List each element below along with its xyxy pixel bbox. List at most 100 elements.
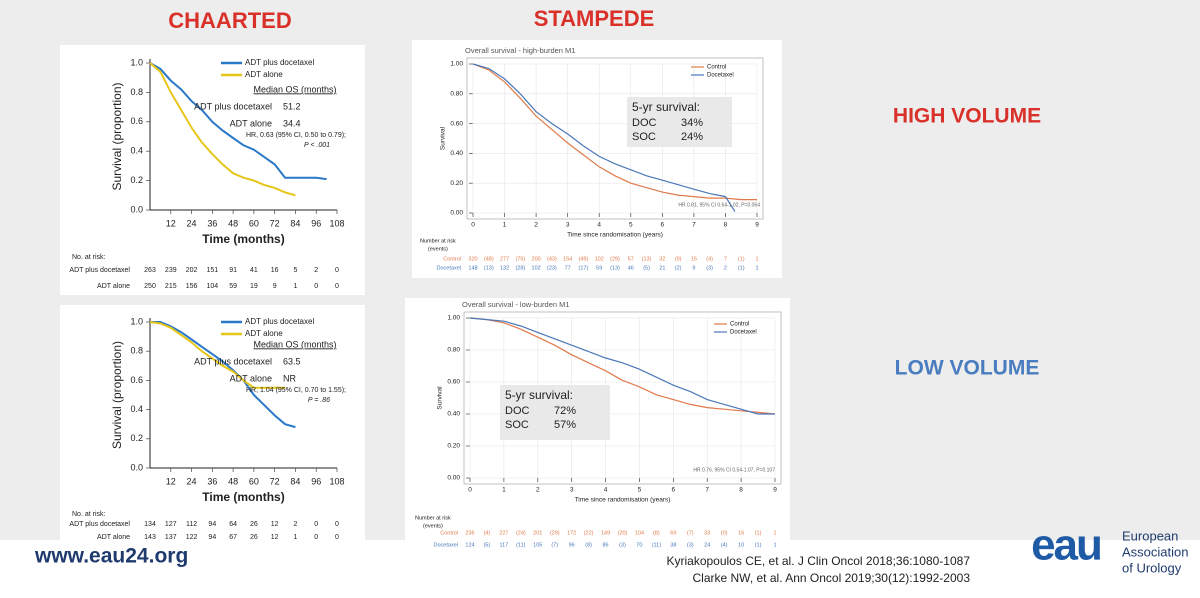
risk-cell: 250: [144, 283, 156, 290]
risk-cell: 132: [500, 265, 509, 271]
risk-cell: (24): [516, 530, 526, 536]
risk-cell: (9): [675, 256, 682, 262]
survival-curve: [472, 63, 736, 212]
risk-cell: 1: [293, 283, 297, 290]
panel: [60, 305, 365, 545]
hr-text: HR 0.81, 95% CI 0.64-1.02, P=0.064: [678, 202, 760, 208]
risk-cell: 154: [563, 256, 572, 262]
legend-label: Docetaxel: [730, 330, 757, 336]
risk-cell: 57: [628, 256, 634, 262]
y-tick-label: 0.40: [450, 150, 463, 157]
risk-cell: 16: [738, 530, 744, 536]
risk-cell: 77: [565, 265, 571, 271]
risk-cell: (1): [755, 542, 762, 548]
x-tick-label: 3: [566, 222, 570, 229]
risk-cell: 143: [144, 534, 156, 541]
chart-title: Overall survival - high-burden M1: [465, 46, 575, 55]
risk-cell: 227: [499, 530, 508, 536]
x-tick-label: 36: [207, 218, 217, 228]
risk-cell: 148: [468, 265, 477, 271]
y-tick-label: 0.6: [130, 116, 143, 126]
y-axis-label: Survival (proportion): [110, 341, 124, 449]
risk-cell: 200: [532, 256, 541, 262]
legend-label: Control: [730, 322, 749, 328]
x-tick-label: 72: [270, 476, 280, 486]
risk-cell: 1: [755, 256, 758, 262]
risk-cell: 202: [186, 267, 198, 274]
heading: STAMPEDE: [534, 6, 655, 31]
risk-cell: (8): [653, 530, 660, 536]
x-tick-label: 9: [773, 487, 777, 494]
x-tick-label: 7: [705, 487, 709, 494]
risk-cell: 1: [755, 265, 758, 271]
risk-cell: (7): [551, 542, 558, 548]
risk-cell: (48): [484, 256, 494, 262]
risk-label: ADT alone: [97, 283, 130, 290]
risk-label: ADT plus docetaxel: [69, 521, 130, 528]
risk-cell: (1): [738, 265, 745, 271]
survival-curve: [149, 62, 296, 197]
y-tick-label: 0.00: [447, 475, 460, 482]
risk-title: No. at risk:: [72, 254, 106, 261]
risk-label: Control: [443, 256, 461, 262]
risk-cell: 12: [271, 534, 279, 541]
y-tick-label: 0.0: [130, 204, 143, 214]
risk-cell: (3): [706, 265, 713, 271]
x-tick-label: 8: [724, 222, 728, 229]
logo-mark: eau: [1031, 521, 1101, 570]
y-tick-label: 1.00: [447, 315, 460, 322]
x-tick-label: 6: [672, 487, 676, 494]
risk-cell: (4): [484, 530, 491, 536]
risk-cell: 32: [659, 256, 665, 262]
risk-label: ADT plus docetaxel: [69, 267, 130, 274]
y-tick-label: 0.6: [130, 375, 143, 385]
risk-cell: 134: [144, 521, 156, 528]
median-value: 34.4: [283, 118, 301, 128]
heading: CHAARTED: [168, 8, 291, 33]
risk-label: Control: [440, 530, 458, 536]
x-tick-label: 84: [290, 218, 300, 228]
risk-cell: (13): [642, 256, 652, 262]
median-label: ADT plus docetaxel: [194, 101, 272, 111]
risk-cell: (4): [706, 256, 713, 262]
risk-cell: 59: [229, 283, 237, 290]
risk-cell: 137: [165, 534, 177, 541]
risk-cell: 1: [773, 530, 776, 536]
plot-frame: [463, 311, 782, 485]
x-axis-label: Time (months): [202, 490, 284, 504]
risk-cell: (23): [547, 265, 557, 271]
box-label: DOC: [632, 117, 657, 129]
x-tick-label: 60: [249, 476, 259, 486]
legend-label: Control: [707, 65, 726, 71]
risk-cell: (75): [515, 256, 525, 262]
x-axis-label: Time since randomisation (years): [567, 232, 663, 239]
y-tick-label: 0.60: [447, 379, 460, 386]
risk-cell: 96: [569, 542, 575, 548]
risk-cell: 33: [704, 530, 710, 536]
risk-cell: 215: [165, 283, 177, 290]
risk-title: No. at risk:: [72, 511, 106, 518]
risk-cell: 21: [659, 265, 665, 271]
risk-cell: 86: [602, 542, 608, 548]
logo-text: of Urology: [1122, 560, 1182, 575]
risk-cell: 104: [206, 283, 218, 290]
box-value: 57%: [554, 419, 576, 431]
x-tick-label: 96: [311, 218, 321, 228]
median-value: NR: [283, 373, 296, 383]
risk-cell: 1: [293, 534, 297, 541]
survival-box: [627, 97, 732, 147]
risk-cell: (3): [619, 542, 626, 548]
y-tick-label: 1.0: [130, 57, 143, 67]
x-axis-label: Time since randomisation (years): [575, 497, 671, 504]
x-tick-label: 12: [166, 218, 176, 228]
legend-label: ADT alone: [245, 329, 283, 338]
risk-cell: 0: [314, 534, 318, 541]
x-tick-label: 0: [468, 487, 472, 494]
risk-cell: (49): [579, 256, 589, 262]
y-tick-label: 0.80: [447, 347, 460, 354]
risk-cell: 277: [500, 256, 509, 262]
x-axis-label: Time (months): [202, 232, 284, 246]
y-tick-label: 1.00: [450, 61, 463, 68]
risk-cell: 0: [335, 534, 339, 541]
risk-cell: 19: [250, 283, 258, 290]
